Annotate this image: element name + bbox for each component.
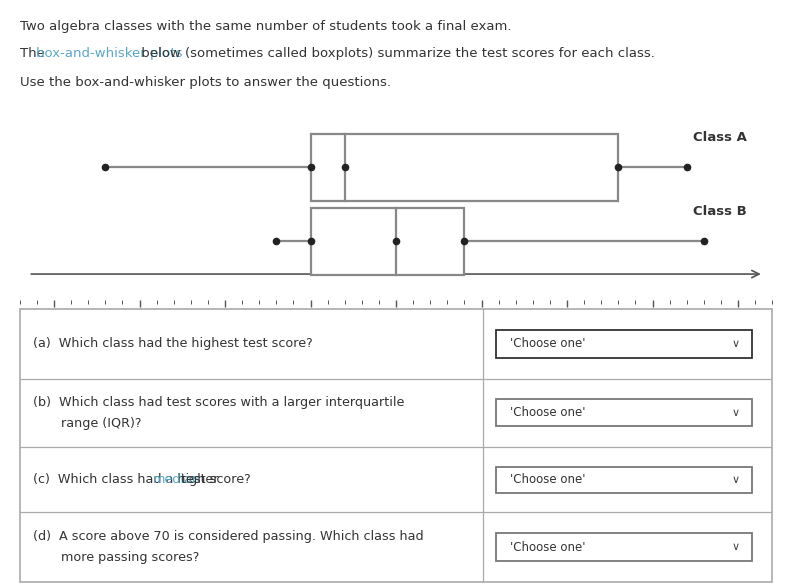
Text: ∨: ∨ xyxy=(731,339,740,349)
Text: Use the box-and-whisker plots to answer the questions.: Use the box-and-whisker plots to answer … xyxy=(20,76,390,89)
FancyBboxPatch shape xyxy=(496,399,752,426)
Text: below (sometimes called boxplots) summarize the test scores for each class.: below (sometimes called boxplots) summar… xyxy=(137,48,655,61)
X-axis label: Test score: Test score xyxy=(356,330,436,344)
Text: Class B: Class B xyxy=(693,205,747,218)
Text: 'Choose one': 'Choose one' xyxy=(509,406,585,419)
FancyBboxPatch shape xyxy=(496,330,752,358)
FancyBboxPatch shape xyxy=(310,208,464,275)
Text: (b)  Which class had test scores with a larger interquartile: (b) Which class had test scores with a l… xyxy=(33,396,405,409)
Text: box-and-whisker plots: box-and-whisker plots xyxy=(36,48,183,61)
Text: ∨: ∨ xyxy=(731,407,740,418)
Text: more passing scores?: more passing scores? xyxy=(33,552,200,564)
Text: Two algebra classes with the same number of students took a final exam.: Two algebra classes with the same number… xyxy=(20,20,512,33)
Text: ∨: ∨ xyxy=(731,542,740,552)
FancyBboxPatch shape xyxy=(20,309,772,582)
Text: 'Choose one': 'Choose one' xyxy=(509,338,585,350)
Text: (d)  A score above 70 is considered passing. Which class had: (d) A score above 70 is considered passi… xyxy=(33,530,424,543)
FancyBboxPatch shape xyxy=(310,133,619,201)
Text: range (IQR)?: range (IQR)? xyxy=(33,417,142,430)
Text: Class A: Class A xyxy=(693,131,747,143)
Text: ∨: ∨ xyxy=(731,475,740,485)
Text: median: median xyxy=(153,473,201,486)
FancyBboxPatch shape xyxy=(496,533,752,561)
FancyBboxPatch shape xyxy=(496,467,752,493)
Text: 'Choose one': 'Choose one' xyxy=(509,541,585,554)
Text: 'Choose one': 'Choose one' xyxy=(509,473,585,486)
Text: The: The xyxy=(20,48,49,61)
Text: (a)  Which class had the highest test score?: (a) Which class had the highest test sco… xyxy=(33,338,313,350)
Text: (c)  Which class had a higher: (c) Which class had a higher xyxy=(33,473,223,486)
Text: test score?: test score? xyxy=(177,473,250,486)
